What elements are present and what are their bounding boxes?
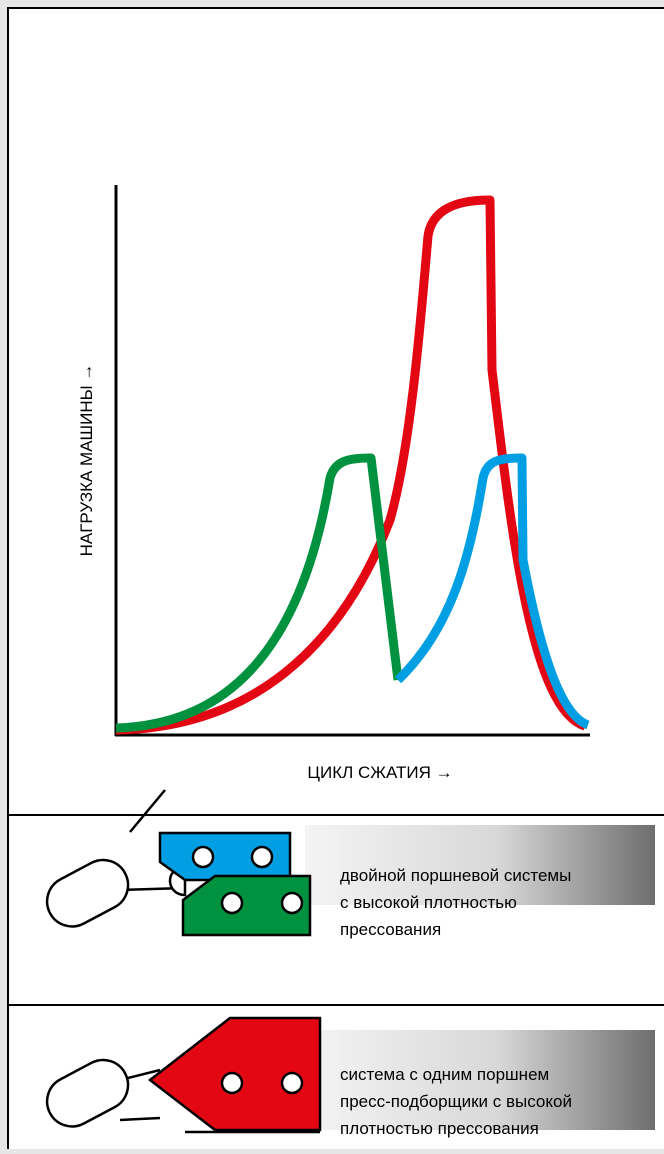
caption-box (305, 1030, 655, 1130)
y-axis-label: НАГРУЗКА МАШИНЫ → (77, 364, 96, 557)
caption-line: пресс-подборщики с высокой (340, 1092, 572, 1111)
caption-line: система с одним поршнем (340, 1065, 549, 1084)
double-piston-icon (45, 789, 312, 937)
caption-line: с высокой плотностью (340, 893, 517, 912)
caption-box (305, 825, 655, 905)
upper-piston-curve (394, 453, 590, 730)
caption-line: двойной поршневой системы (340, 866, 571, 885)
chart (114, 185, 590, 737)
frame (7, 7, 664, 1154)
single-piston-curve (115, 195, 587, 735)
caption-line: плотностью прессования (340, 1119, 539, 1138)
caption-line: прессования (340, 920, 441, 939)
single-piston-icon (45, 1016, 322, 1134)
lower-piston-curve (115, 453, 403, 733)
x-axis-label: ЦИКЛ СЖАТИЯ → (307, 763, 452, 782)
